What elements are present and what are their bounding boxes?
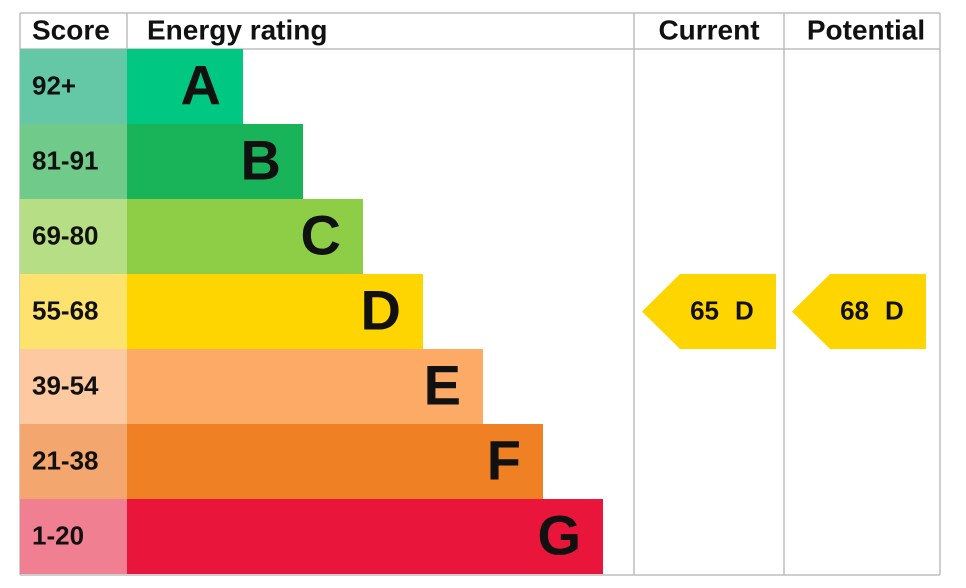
potential-arrow xyxy=(792,274,926,349)
score-label: 81-91 xyxy=(32,145,99,175)
score-label: 1-20 xyxy=(32,520,84,550)
band-letter: G xyxy=(537,503,581,566)
band-letter: F xyxy=(487,428,521,491)
score-label: 21-38 xyxy=(32,445,99,475)
potential-band: D xyxy=(885,295,904,325)
score-label: 92+ xyxy=(32,70,76,100)
potential-header: Potential xyxy=(807,14,925,45)
score-header: Score xyxy=(32,14,110,45)
rating-header: Energy rating xyxy=(147,14,327,45)
band-letter: D xyxy=(361,278,401,341)
band-letter: C xyxy=(301,203,341,266)
rating-bar xyxy=(127,274,423,349)
score-cell xyxy=(20,49,127,124)
current-band: D xyxy=(735,295,754,325)
potential-value: 68 xyxy=(840,295,869,325)
current-arrow xyxy=(642,274,776,349)
score-cell xyxy=(20,349,127,424)
score-cell xyxy=(20,274,127,349)
current-header: Current xyxy=(658,14,759,45)
score-cell xyxy=(20,499,127,574)
score-label: 39-54 xyxy=(32,370,99,400)
rating-bar xyxy=(127,424,543,499)
band-letter: B xyxy=(241,128,281,191)
rating-bar xyxy=(127,199,363,274)
score-cell xyxy=(20,199,127,274)
score-label: 55-68 xyxy=(32,295,99,325)
score-cell xyxy=(20,424,127,499)
rating-bar xyxy=(127,124,303,199)
band-letter: E xyxy=(424,353,461,416)
rating-bar xyxy=(127,349,483,424)
score-cell xyxy=(20,124,127,199)
band-letter: A xyxy=(181,53,221,116)
score-label: 69-80 xyxy=(32,220,99,250)
rating-bar xyxy=(127,49,243,124)
rating-bar xyxy=(127,499,603,574)
current-value: 65 xyxy=(690,295,719,325)
